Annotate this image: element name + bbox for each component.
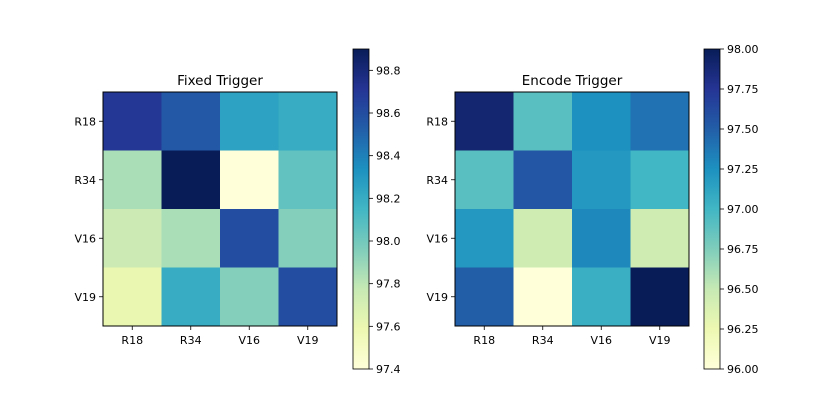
colorbar-tick-label: 98.8 — [376, 64, 401, 77]
plot-frame — [102, 91, 338, 327]
chart-title: Encode Trigger — [522, 73, 623, 89]
heatmap-cell — [630, 92, 690, 151]
heatmap-cell — [455, 150, 514, 210]
x-tick-label: R18 — [473, 334, 495, 347]
colorbar-tick-label: 96.00 — [727, 363, 759, 376]
y-tick-label: R18 — [426, 115, 448, 128]
colorbar-tick-label: 97.4 — [376, 363, 401, 376]
heatmap-cell — [220, 150, 279, 210]
colorbar-tick-label: 96.25 — [727, 323, 759, 336]
colorbar-tick-label: 98.6 — [376, 107, 401, 120]
heatmap-cell — [103, 267, 162, 327]
heatmap-cell — [278, 267, 338, 327]
heatmap-cell — [220, 209, 279, 268]
heatmap-panel-1: Encode Trigger R18 R34 V16 V19 R18 R34 V16 V19 96… — [426, 43, 758, 376]
heatmap-cell — [161, 209, 221, 268]
plot-frame — [454, 91, 690, 327]
x-tick-label: R34 — [180, 334, 202, 347]
heatmap-cell — [572, 209, 631, 268]
heatmap-cell — [630, 267, 690, 327]
heatmap-cell — [278, 209, 338, 268]
heatmap-cell — [455, 267, 514, 327]
colorbar-tick-label: 97.6 — [376, 320, 401, 333]
heatmap-cell — [630, 209, 690, 268]
y-tick-label: R18 — [74, 115, 96, 128]
heatmap-cell — [513, 267, 573, 327]
colorbar — [704, 49, 720, 369]
x-tick-label: V19 — [297, 334, 319, 347]
colorbar-tick-label: 97.00 — [727, 203, 759, 216]
colorbar-frame — [352, 48, 370, 370]
heatmap-cell — [455, 209, 514, 268]
colorbar-tick-label: 98.4 — [376, 150, 401, 163]
colorbar-tick-label: 98.0 — [376, 235, 401, 248]
colorbar-tick-label: 97.8 — [376, 278, 401, 291]
heatmap-cell — [278, 92, 338, 151]
heatmap-cell — [103, 92, 162, 151]
colorbar-tick-label: 97.75 — [727, 83, 759, 96]
heatmap-cell — [513, 209, 573, 268]
y-tick-label: V19 — [74, 291, 96, 304]
colorbar-tick-label: 98.00 — [727, 43, 759, 56]
heatmap-cell — [103, 150, 162, 210]
heatmap-cell — [572, 92, 631, 151]
colorbar-tick-label: 97.50 — [727, 123, 759, 136]
heatmap-cell — [161, 92, 221, 151]
heatmap-cell — [278, 150, 338, 210]
colorbar-tick-label: 96.75 — [727, 243, 759, 256]
colorbar-tick-label: 97.25 — [727, 163, 759, 176]
x-tick-label: R18 — [121, 334, 143, 347]
heatmap-cell — [513, 150, 573, 210]
colorbar — [353, 49, 369, 369]
y-tick-label: R34 — [74, 174, 96, 187]
heatmap-panel-0: Fixed Trigger R18 R34 V16 V19 R18 R34 V16 V19 97.… — [74, 48, 401, 376]
heatmap-cell — [572, 150, 631, 210]
y-tick-label: V16 — [74, 232, 96, 245]
heatmap-cell — [161, 150, 221, 210]
y-tick-label: R34 — [426, 174, 448, 187]
y-tick-label: V19 — [426, 291, 448, 304]
x-tick-label: V19 — [649, 334, 671, 347]
heatmap-cell — [161, 267, 221, 327]
colorbar-tick-label: 96.50 — [727, 283, 759, 296]
x-tick-label: R34 — [532, 334, 554, 347]
heatmap-cell — [220, 92, 279, 151]
heatmap-cell — [455, 92, 514, 151]
x-tick-label: V16 — [590, 334, 612, 347]
heatmap-cell — [220, 267, 279, 327]
heatmap-cell — [103, 209, 162, 268]
chart-title: Fixed Trigger — [177, 73, 263, 89]
x-tick-label: V16 — [238, 334, 260, 347]
y-tick-label: V16 — [426, 232, 448, 245]
heatmap-cell — [630, 150, 690, 210]
heatmap-cell — [572, 267, 631, 327]
heatmap-cell — [513, 92, 573, 151]
colorbar-tick-label: 98.2 — [376, 192, 401, 205]
